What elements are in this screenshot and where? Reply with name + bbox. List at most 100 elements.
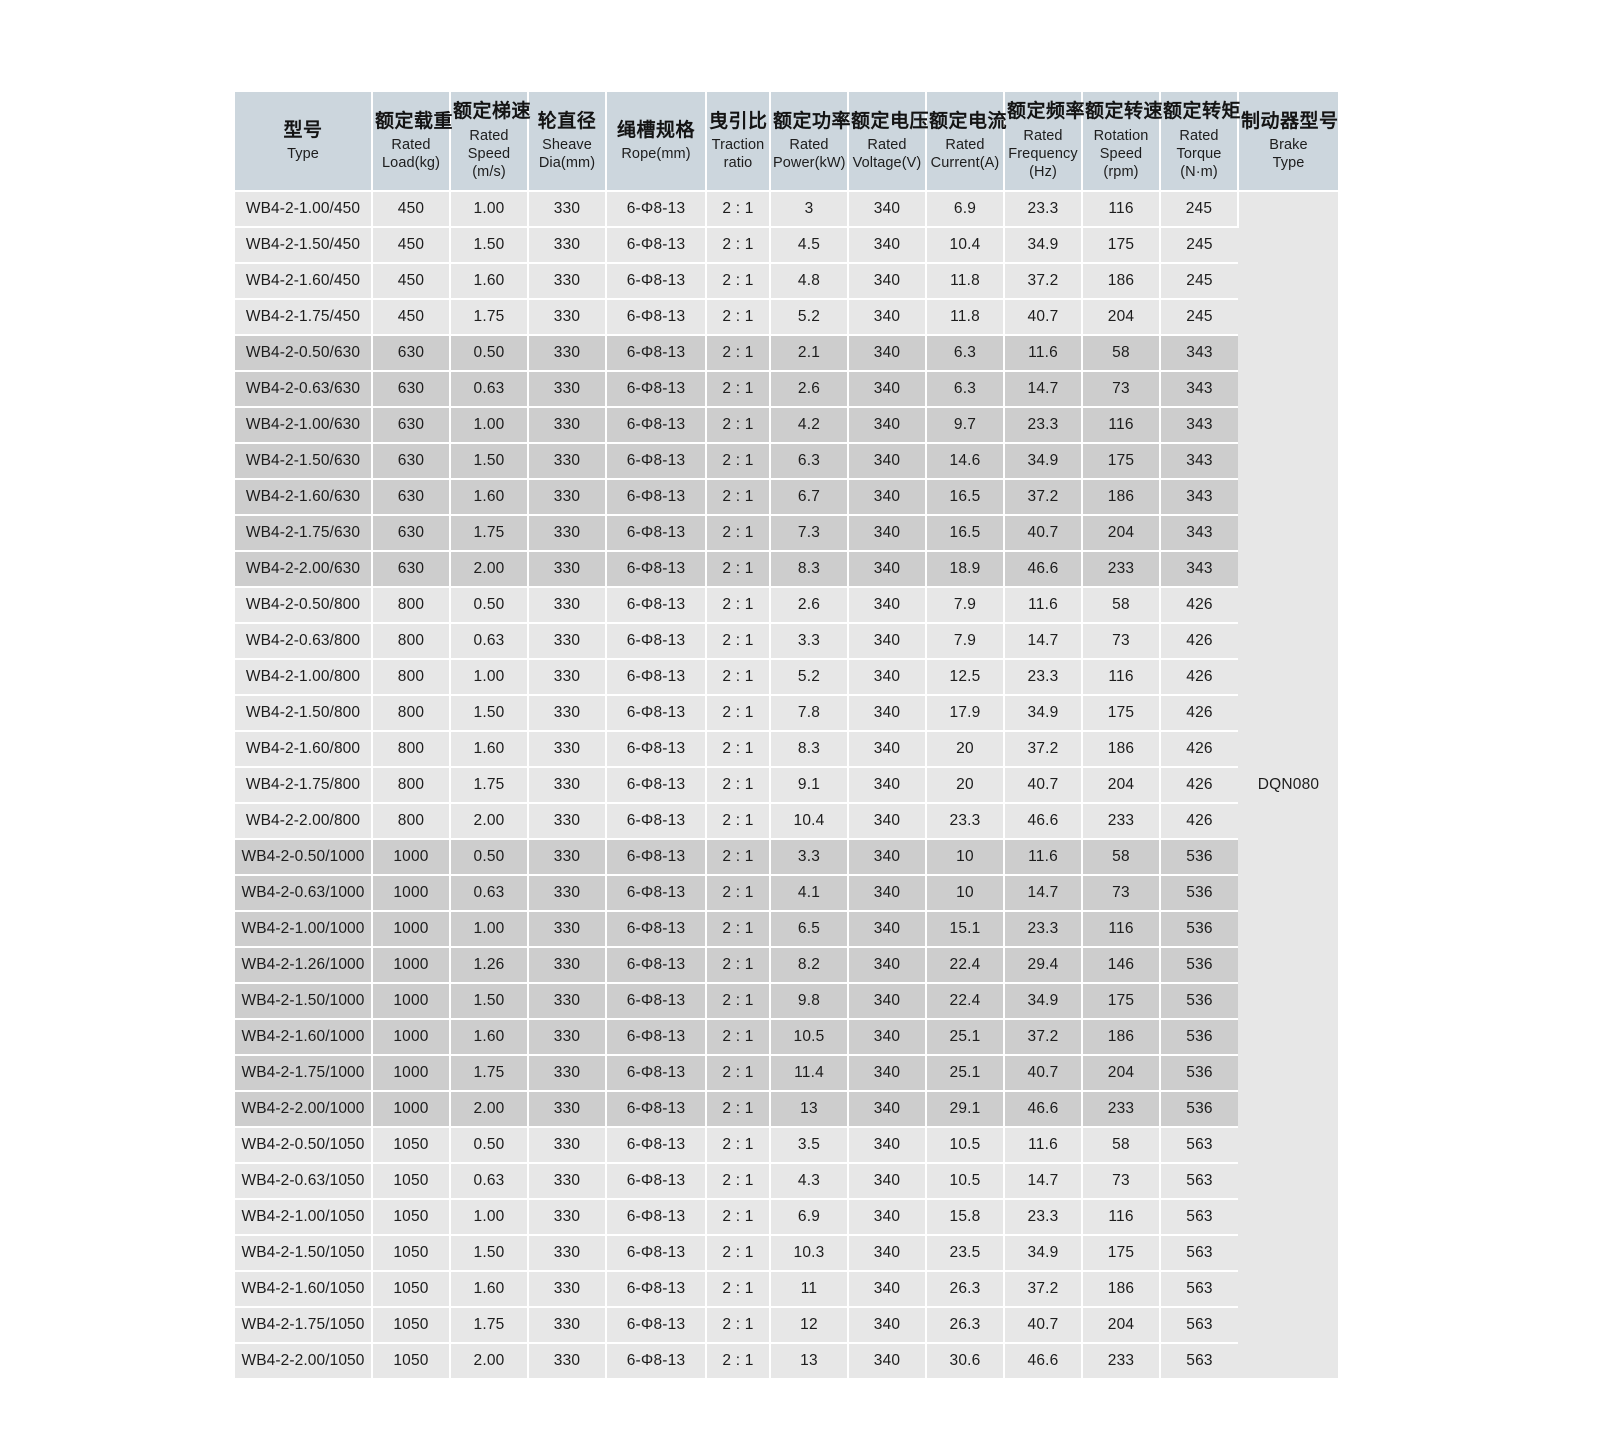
cell-torque: 343 bbox=[1160, 479, 1238, 516]
cell-type: WB4-2-2.00/800 bbox=[235, 803, 373, 840]
cell-torque: 426 bbox=[1160, 731, 1238, 768]
table-row: WB4-2-0.63/800 800 0.63 330 6-Φ8-13 2 : 1 3.3 3… bbox=[235, 623, 1338, 660]
cell-torque: 426 bbox=[1160, 803, 1238, 840]
cell-volt: 340 bbox=[848, 875, 927, 912]
cell-ratio: 2 : 1 bbox=[706, 371, 771, 408]
table-row: WB4-2-2.00/630 630 2.00 330 6-Φ8-13 2 : 1 8.3 3… bbox=[235, 551, 1338, 588]
column-header-sheave: 轮直径 Sheave Dia(mm) bbox=[528, 92, 607, 192]
cell-torque: 563 bbox=[1160, 1127, 1238, 1164]
cell-curr: 10.5 bbox=[926, 1127, 1005, 1164]
column-header-curr: 额定电流 Rated Current(A) bbox=[926, 92, 1008, 192]
cell-freq: 46.6 bbox=[1004, 1343, 1083, 1380]
cell-volt: 340 bbox=[848, 1091, 927, 1128]
cell-speed: 2.00 bbox=[450, 1091, 529, 1128]
cell-power: 9.8 bbox=[770, 983, 849, 1020]
cell-freq: 11.6 bbox=[1004, 335, 1083, 372]
cell-freq: 40.7 bbox=[1004, 1055, 1083, 1092]
cell-speed: 1.50 bbox=[450, 227, 529, 264]
cell-speed: 0.63 bbox=[450, 1163, 529, 1200]
cell-type: WB4-2-2.00/1050 bbox=[235, 1343, 373, 1380]
cell-freq: 34.9 bbox=[1004, 227, 1083, 264]
cell-volt: 340 bbox=[848, 731, 927, 768]
cell-rope: 6-Φ8-13 bbox=[606, 983, 707, 1020]
cell-curr: 22.4 bbox=[926, 983, 1005, 1020]
cell-speed: 1.60 bbox=[450, 1271, 529, 1308]
cell-rope: 6-Φ8-13 bbox=[606, 587, 707, 624]
cell-load: 450 bbox=[372, 263, 451, 300]
cell-sheave: 330 bbox=[528, 587, 607, 624]
cell-curr: 16.5 bbox=[926, 515, 1005, 552]
cell-ratio: 2 : 1 bbox=[706, 191, 771, 228]
column-header-cn-freq: 额定频率 bbox=[1007, 101, 1086, 123]
cell-power: 4.3 bbox=[770, 1163, 849, 1200]
cell-ratio: 2 : 1 bbox=[706, 1235, 771, 1272]
cell-rope: 6-Φ8-13 bbox=[606, 263, 707, 300]
cell-curr: 11.8 bbox=[926, 299, 1005, 336]
cell-volt: 340 bbox=[848, 443, 927, 480]
cell-speed: 1.75 bbox=[450, 1055, 529, 1092]
cell-rope: 6-Φ8-13 bbox=[606, 875, 707, 912]
cell-power: 6.9 bbox=[770, 1199, 849, 1236]
cell-curr: 10.5 bbox=[926, 1163, 1005, 1200]
cell-speed: 1.60 bbox=[450, 1019, 529, 1056]
column-header-cn-curr: 额定电流 bbox=[929, 110, 1008, 132]
cell-rope: 6-Φ8-13 bbox=[606, 515, 707, 552]
cell-rot: 73 bbox=[1082, 1163, 1161, 1200]
cell-type: WB4-2-0.50/1000 bbox=[235, 839, 373, 876]
cell-type: WB4-2-1.00/450 bbox=[235, 191, 373, 228]
cell-freq: 37.2 bbox=[1004, 1271, 1083, 1308]
cell-type: WB4-2-0.63/630 bbox=[235, 371, 373, 408]
cell-volt: 340 bbox=[848, 911, 927, 948]
cell-power: 10.4 bbox=[770, 803, 849, 840]
column-header-en-sheave-line1: Sheave bbox=[542, 137, 592, 154]
cell-power: 11 bbox=[770, 1271, 849, 1308]
cell-load: 1000 bbox=[372, 1019, 451, 1056]
cell-sheave: 330 bbox=[528, 1307, 607, 1344]
cell-ratio: 2 : 1 bbox=[706, 551, 771, 588]
cell-rot: 186 bbox=[1082, 263, 1161, 300]
table-row: WB4-2-1.75/1000 1000 1.75 330 6-Φ8-13 2 : 1 11… bbox=[235, 1055, 1338, 1092]
cell-torque: 343 bbox=[1160, 335, 1238, 372]
cell-ratio: 2 : 1 bbox=[706, 767, 771, 804]
cell-curr: 14.6 bbox=[926, 443, 1005, 480]
cell-curr: 12.5 bbox=[926, 659, 1005, 696]
cell-sheave: 330 bbox=[528, 947, 607, 984]
cell-power: 2.1 bbox=[770, 335, 849, 372]
cell-ratio: 2 : 1 bbox=[706, 947, 771, 984]
cell-freq: 23.3 bbox=[1004, 407, 1083, 444]
cell-curr: 26.3 bbox=[926, 1307, 1005, 1344]
cell-sheave: 330 bbox=[528, 1055, 607, 1092]
table-row: WB4-2-1.00/450 450 1.00 330 6-Φ8-13 2 : 1 3 340… bbox=[235, 191, 1338, 1380]
cell-ratio: 2 : 1 bbox=[706, 587, 771, 624]
table-row: WB4-2-0.63/1050 1050 0.63 330 6-Φ8-13 2 : 1 4.… bbox=[235, 1163, 1338, 1200]
cell-volt: 340 bbox=[848, 1235, 927, 1272]
cell-speed: 1.00 bbox=[450, 659, 529, 696]
cell-rope: 6-Φ8-13 bbox=[606, 623, 707, 660]
column-header-cn-brake: 制动器型号 bbox=[1241, 110, 1339, 132]
cell-power: 3 bbox=[770, 191, 849, 228]
cell-speed: 1.50 bbox=[450, 695, 529, 732]
table-row: WB4-2-1.50/630 630 1.50 330 6-Φ8-13 2 : 1 6.3 3… bbox=[235, 443, 1338, 480]
cell-speed: 2.00 bbox=[450, 803, 529, 840]
table-row: WB4-2-1.60/630 630 1.60 330 6-Φ8-13 2 : 1 6.7 3… bbox=[235, 479, 1338, 516]
cell-freq: 37.2 bbox=[1004, 731, 1083, 768]
cell-type: WB4-2-1.60/1000 bbox=[235, 1019, 373, 1056]
cell-sheave: 330 bbox=[528, 659, 607, 696]
cell-speed: 1.60 bbox=[450, 731, 529, 768]
cell-type: WB4-2-1.00/1000 bbox=[235, 911, 373, 948]
cell-volt: 340 bbox=[848, 659, 927, 696]
cell-rot: 175 bbox=[1082, 227, 1161, 264]
cell-ratio: 2 : 1 bbox=[706, 1163, 771, 1200]
cell-rot: 186 bbox=[1082, 1019, 1161, 1056]
column-header-en-brake-line1: Brake bbox=[1269, 137, 1308, 154]
cell-load: 1050 bbox=[372, 1235, 451, 1272]
cell-rope: 6-Φ8-13 bbox=[606, 1271, 707, 1308]
cell-curr: 20 bbox=[926, 731, 1005, 768]
cell-load: 800 bbox=[372, 695, 451, 732]
cell-speed: 2.00 bbox=[450, 551, 529, 588]
cell-freq: 46.6 bbox=[1004, 803, 1083, 840]
cell-type: WB4-2-1.00/630 bbox=[235, 407, 373, 444]
cell-volt: 340 bbox=[848, 335, 927, 372]
cell-power: 12 bbox=[770, 1307, 849, 1344]
cell-type: WB4-2-1.50/1050 bbox=[235, 1235, 373, 1272]
